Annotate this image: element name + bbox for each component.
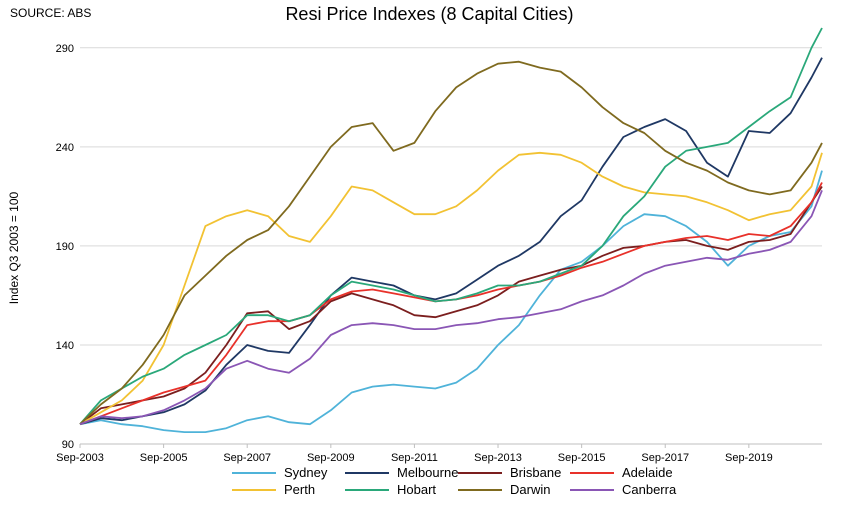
series-line-melbourne bbox=[79, 57, 823, 426]
legend-swatch bbox=[458, 471, 502, 474]
legend-label: Melbourne bbox=[397, 465, 459, 480]
series-line-hobart bbox=[79, 27, 823, 425]
legend-swatch bbox=[345, 488, 389, 491]
y-tick-label: 240 bbox=[56, 142, 74, 154]
series-line-canberra bbox=[79, 190, 823, 426]
legend-swatch bbox=[570, 488, 614, 491]
legend-item-hobart: Hobart bbox=[345, 482, 436, 497]
series-lines bbox=[79, 27, 823, 434]
y-tick-label: 90 bbox=[62, 439, 74, 451]
legend-swatch bbox=[570, 471, 614, 474]
x-tick-label: Sep-2015 bbox=[558, 452, 606, 464]
x-tick-label: Sep-2019 bbox=[725, 452, 773, 464]
legend-label: Brisbane bbox=[510, 465, 562, 480]
legend-label: Darwin bbox=[510, 482, 551, 497]
legend-item-darwin: Darwin bbox=[458, 482, 550, 497]
x-tick-label: Sep-2009 bbox=[307, 452, 355, 464]
legend-swatch bbox=[345, 471, 389, 474]
legend-label: Sydney bbox=[284, 465, 328, 480]
legend-item-adelaide: Adelaide bbox=[570, 465, 673, 480]
legend-label: Perth bbox=[284, 482, 316, 497]
legend-item-brisbane: Brisbane bbox=[458, 465, 561, 480]
legend-item-melbourne: Melbourne bbox=[345, 465, 458, 480]
legend-item-sydney: Sydney bbox=[232, 465, 327, 480]
x-tick-label: Sep-2007 bbox=[223, 452, 271, 464]
legend-label: Hobart bbox=[397, 482, 437, 497]
legend-item-perth: Perth bbox=[232, 482, 315, 497]
legend-swatch bbox=[458, 488, 502, 491]
series-line-brisbane bbox=[79, 186, 823, 425]
y-tick-label: 190 bbox=[56, 241, 74, 253]
series-line-darwin bbox=[79, 60, 823, 425]
x-tick-label: Sep-2011 bbox=[391, 452, 438, 464]
source-note: SOURCE: ABS bbox=[10, 6, 92, 20]
y-tick-label: 140 bbox=[56, 340, 74, 352]
x-tick-label: Sep-2013 bbox=[474, 452, 522, 464]
legend-item-canberra: Canberra bbox=[570, 482, 676, 497]
x-tick-label: Sep-2003 bbox=[56, 452, 104, 464]
x-tick-label: Sep-2017 bbox=[641, 452, 689, 464]
y-axis-ticks: 90 140 190 240 290 bbox=[56, 43, 74, 451]
x-tick-label: Sep-2005 bbox=[140, 452, 188, 464]
legend-label: Canberra bbox=[622, 482, 677, 497]
series-line-perth bbox=[79, 151, 823, 425]
y-tick-label: 290 bbox=[56, 43, 74, 55]
x-axis: Sep-2003 Sep-2005 Sep-2007 Sep-2009 Sep-2011… bbox=[56, 443, 822, 464]
legend-swatch bbox=[232, 488, 276, 491]
chart-title: Resi Price Indexes (8 Capital Cities) bbox=[285, 4, 574, 24]
series-line-sydney bbox=[79, 170, 823, 434]
series-line-adelaide bbox=[79, 182, 823, 426]
legend-label: Adelaide bbox=[622, 465, 673, 480]
legend-swatch bbox=[232, 471, 276, 474]
